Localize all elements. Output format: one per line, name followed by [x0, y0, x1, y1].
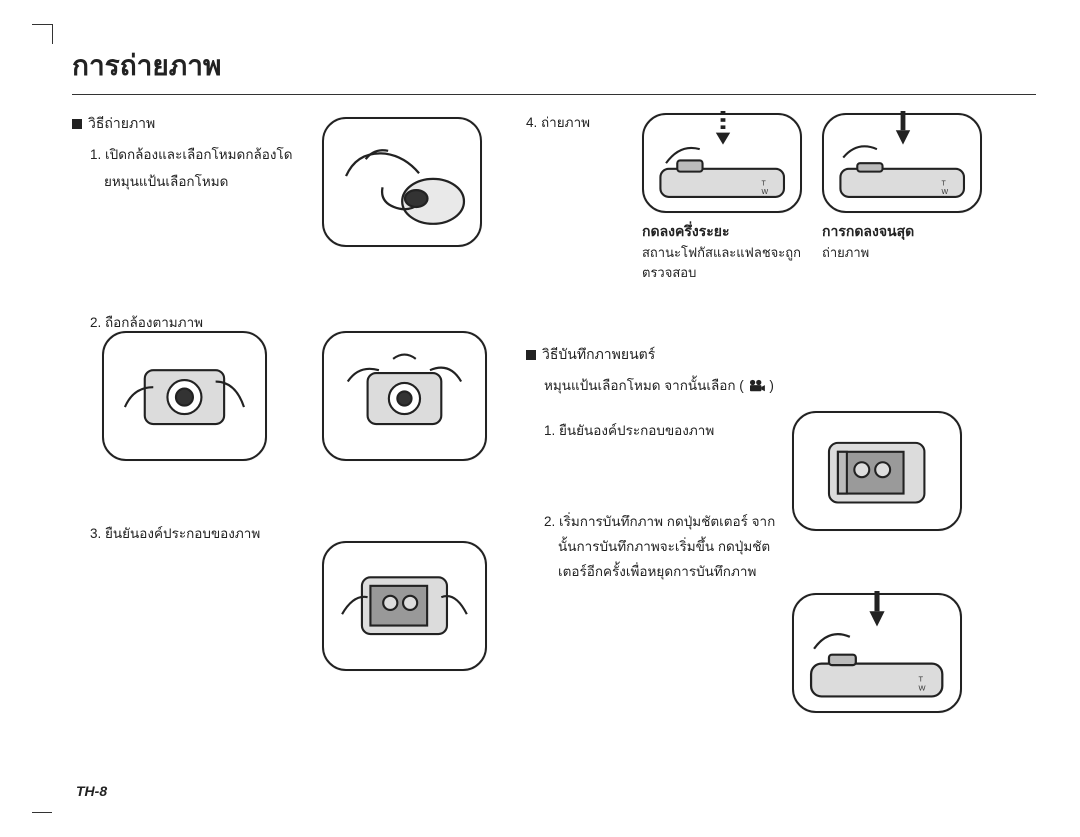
illustration-step2-left [102, 331, 267, 461]
page-number: TH-8 [76, 783, 107, 799]
video-step1: 1. ยืนยันองค์ประกอบของภาพ [544, 421, 1036, 442]
illustration-video-compose [792, 411, 962, 531]
illustration-step2-right [322, 331, 487, 461]
illustration-video-record: T W [792, 593, 962, 713]
half-press-sub: สถานะโฟกัสและแฟลชจะถูกตรวจสอบ [642, 243, 812, 282]
half-press-title: กดลงครึ่งระยะ [642, 221, 812, 243]
section-heading-label: วิธีถ่ายภาพ [88, 113, 155, 135]
illustration-step1 [322, 117, 482, 247]
bullet-icon [72, 119, 82, 129]
svg-text:W: W [919, 683, 926, 692]
svg-text:T: T [761, 180, 766, 187]
svg-text:W: W [761, 189, 768, 196]
bullet-icon [526, 350, 536, 360]
illustration-full-press: T W [822, 113, 982, 213]
crop-mark [52, 24, 53, 44]
video-step2-l2: นั้นการบันทึกภาพจะเริ่มขึ้น กดปุ่มชัต [558, 537, 1036, 558]
svg-text:T: T [919, 674, 924, 683]
crop-mark [32, 812, 52, 813]
page-title: การถ่ายภาพ [72, 44, 1036, 88]
page-content: การถ่ายภาพ วิธีถ่ายภาพ 1. เปิดกล้องและเล… [72, 44, 1036, 793]
video-step2-l1: 2. เริ่มการบันทึกภาพ กดปุ่มชัตเตอร์ จาก [544, 512, 1036, 533]
video-intro: หมุนแป้นเลือกโหมด จากนั้นเลือก ( ) [544, 376, 1036, 397]
video-intro-pre: หมุนแป้นเลือกโหมด จากนั้นเลือก ( [544, 378, 744, 393]
video-heading-label: วิธีบันทึกภาพยนตร์ [542, 344, 655, 366]
video-step2-l3: เตอร์อีกครั้งเพื่อหยุดการบันทึกภาพ [558, 562, 1036, 583]
illustration-half-press: T W [642, 113, 802, 213]
full-press-sub: ถ่ายภาพ [822, 243, 982, 263]
illustration-step3 [322, 541, 487, 671]
video-intro-post: ) [769, 378, 774, 393]
crop-mark [32, 24, 52, 25]
section-heading-video: วิธีบันทึกภาพยนตร์ [526, 344, 1036, 366]
full-press-title: การกดลงจนสุด [822, 221, 982, 243]
movie-mode-icon [748, 379, 766, 393]
title-rule [72, 94, 1036, 95]
svg-text:T: T [941, 180, 946, 187]
svg-text:W: W [941, 189, 948, 196]
